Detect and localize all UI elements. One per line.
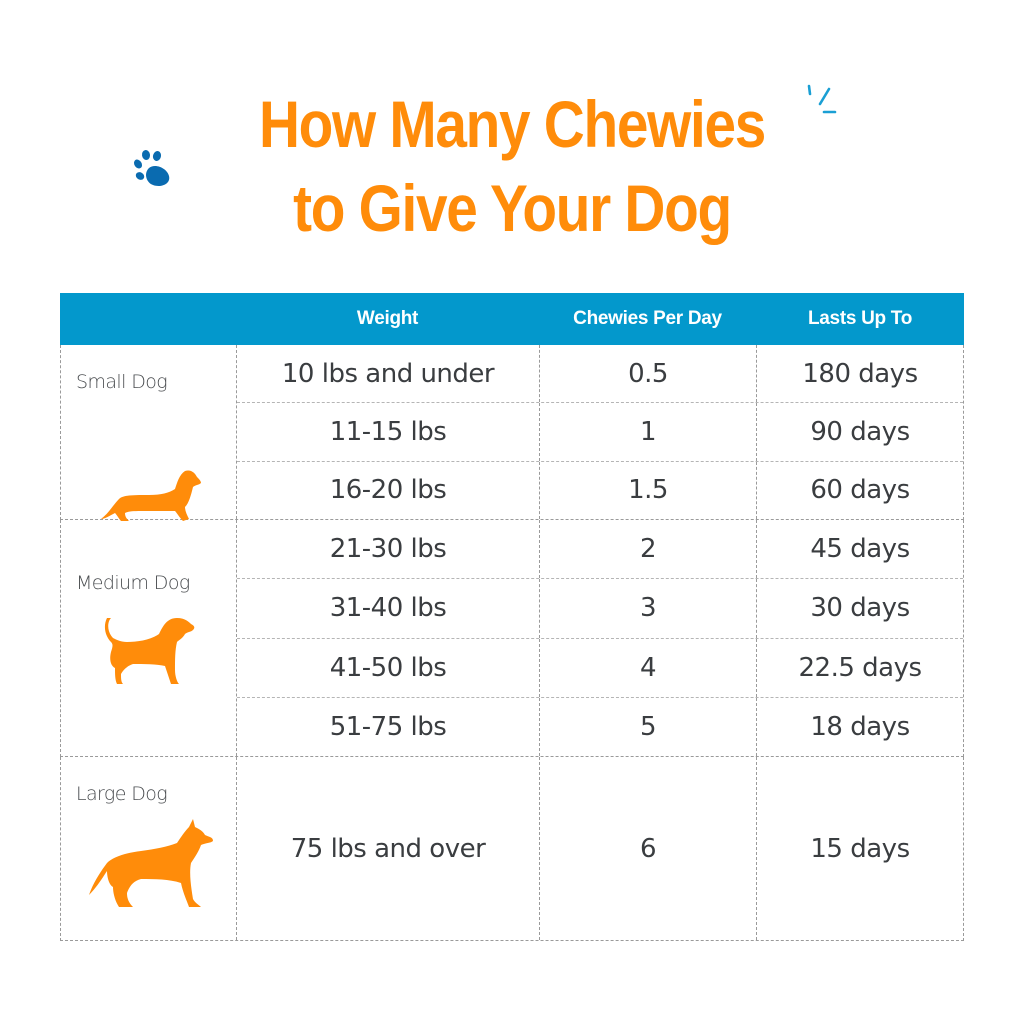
weight-cell: 31-40 lbs xyxy=(237,579,540,638)
chewies-cell: 6 xyxy=(540,757,757,940)
paw-print-icon xyxy=(133,150,170,186)
weight-cell: 11-15 lbs xyxy=(237,403,540,461)
weight-cell: 21-30 lbs xyxy=(237,520,540,579)
lasts-cell: 180 days xyxy=(802,358,918,389)
weight-cell: 41-50 lbs xyxy=(237,638,540,697)
husky-icon xyxy=(89,819,213,907)
lasts-cell: 90 days xyxy=(810,416,910,447)
group-rows: 75 lbs and over 6 15 days xyxy=(237,757,963,940)
lasts-cell: 22.5 days xyxy=(798,652,922,683)
group-large-dog: Large Dog 75 lbs and over 6 15 days xyxy=(60,757,964,941)
lasts-cell: 30 days xyxy=(810,593,910,624)
group-label-cell: Small Dog xyxy=(61,345,237,521)
dachshund-icon xyxy=(101,470,201,521)
group-name: Small Dog xyxy=(76,371,168,393)
chewies-cell: 4 xyxy=(540,638,757,697)
group-rows: 21-30 lbs 2 45 days 31-40 lbs 3 30 days … xyxy=(237,520,963,756)
chewies-cell: 3 xyxy=(540,579,757,638)
table-row: 11-15 lbs 1 90 days xyxy=(237,403,963,462)
sparkle-icon xyxy=(807,84,837,114)
group-label-cell: Medium Dog xyxy=(61,520,237,756)
page-title: How Many Chewies to Give Your Dog xyxy=(0,82,1024,250)
table-row: 51-75 lbs 5 18 days xyxy=(237,697,963,756)
table-row: 41-50 lbs 4 22.5 days xyxy=(237,638,963,698)
group-name: Large Dog xyxy=(76,783,168,805)
lasts-cell: 60 days xyxy=(810,475,910,506)
chewies-cell: 2 xyxy=(540,520,757,579)
dosage-table: Weight Chewies Per Day Lasts Up To Small… xyxy=(60,293,964,941)
header-weight: Weight xyxy=(356,308,419,329)
table-header: Weight Chewies Per Day Lasts Up To xyxy=(60,293,964,345)
group-medium-dog: Medium Dog 21-30 lbs 2 45 days 31-40 lbs… xyxy=(60,520,964,757)
chewies-cell: 1.5 xyxy=(540,461,757,519)
group-label-cell: Large Dog xyxy=(61,757,237,940)
header-chewies-per-day: Chewies Per Day xyxy=(573,308,722,329)
lasts-cell: 45 days xyxy=(810,534,910,565)
weight-cell: 75 lbs and over xyxy=(237,757,540,940)
weight-cell: 51-75 lbs xyxy=(237,697,540,756)
chewies-cell: 5 xyxy=(540,697,757,756)
title-line-1: How Many Chewies xyxy=(258,87,766,161)
chewies-cell: 0.5 xyxy=(540,345,757,403)
group-small-dog: Small Dog 10 lbs and under 0.5 180 days … xyxy=(60,345,964,521)
title-line-2: to Give Your Dog xyxy=(293,171,732,245)
header-lasts-up-to: Lasts Up To xyxy=(807,308,913,329)
lasts-cell: 15 days xyxy=(810,833,910,864)
beagle-icon xyxy=(104,618,195,684)
table-row: 16-20 lbs 1.5 60 days xyxy=(237,461,963,519)
table-row: 21-30 lbs 2 45 days xyxy=(237,520,963,580)
group-name: Medium Dog xyxy=(76,572,190,594)
table-row: 10 lbs and under 0.5 180 days xyxy=(237,345,963,404)
group-rows: 10 lbs and under 0.5 180 days 11-15 lbs … xyxy=(237,345,963,519)
weight-cell: 10 lbs and under xyxy=(237,345,540,403)
lasts-cell: 18 days xyxy=(810,711,910,742)
table-row: 31-40 lbs 3 30 days xyxy=(237,579,963,639)
chewies-cell: 1 xyxy=(540,403,757,461)
table-row: 75 lbs and over 6 15 days xyxy=(237,757,963,940)
weight-cell: 16-20 lbs xyxy=(237,461,540,519)
